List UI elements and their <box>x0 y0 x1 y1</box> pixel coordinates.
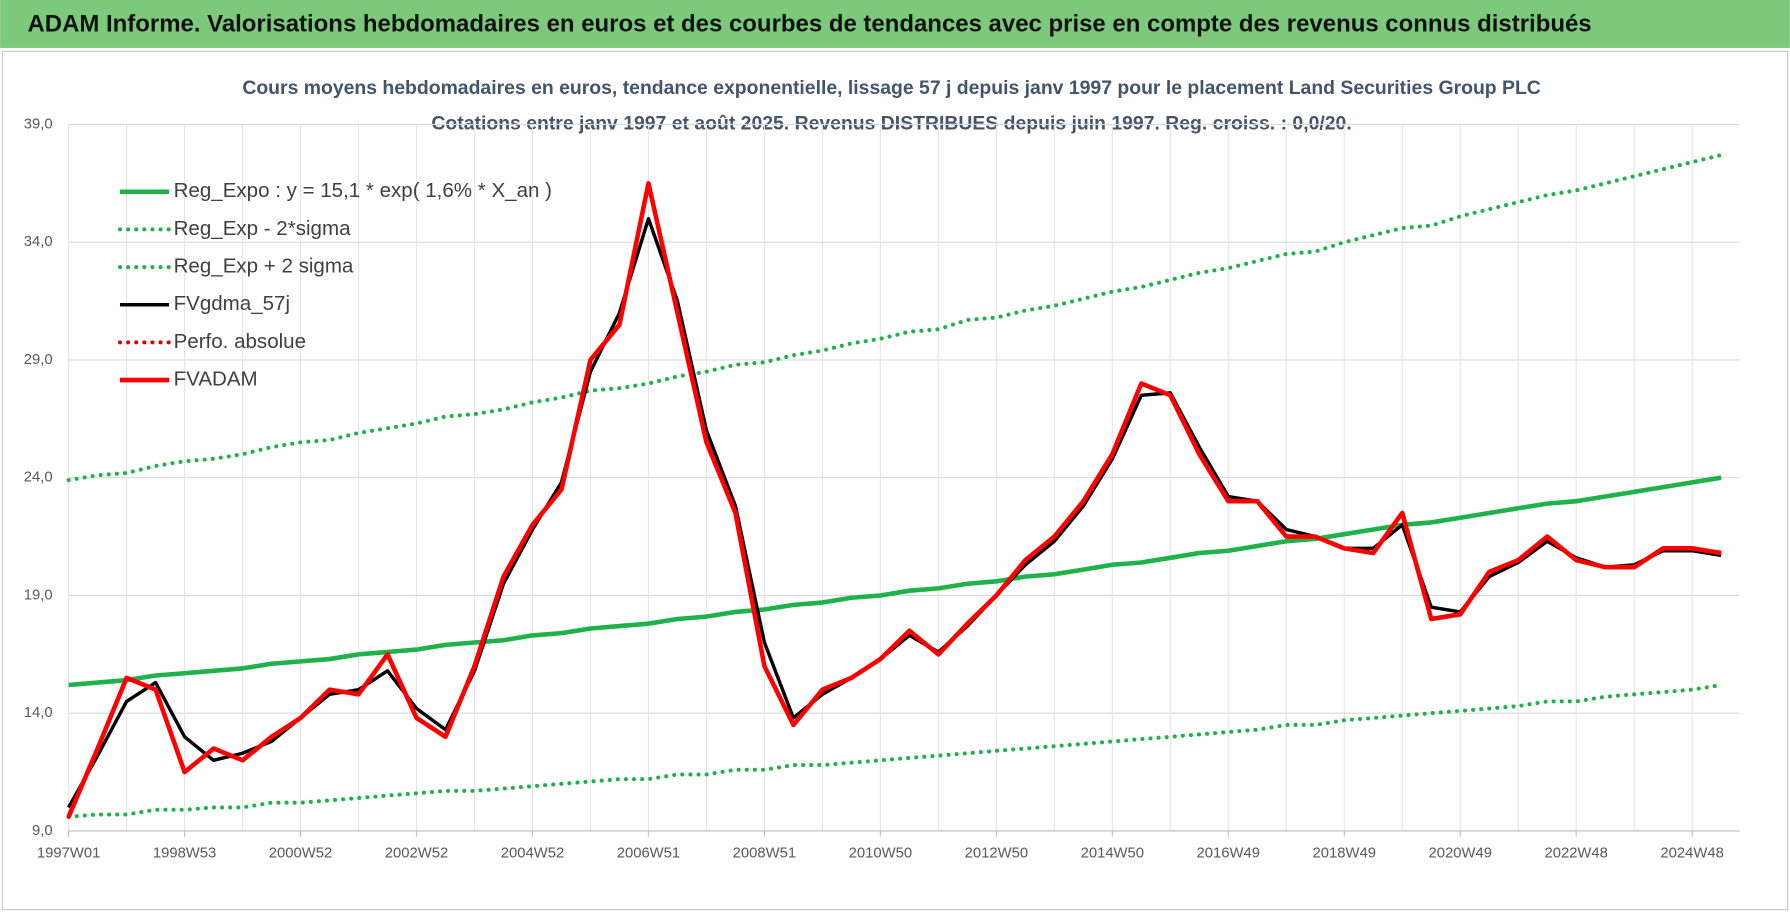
x-tick-label: 2020W49 <box>1428 846 1491 862</box>
legend-label: FVADAM <box>174 368 258 391</box>
x-tick-label: 1998W53 <box>153 846 216 862</box>
y-tick-label: 19,0 <box>24 587 53 603</box>
y-tick-label: 39,0 <box>24 116 53 132</box>
legend-label: Perfo. absolue <box>174 330 306 353</box>
x-tick-label: 2004W52 <box>501 846 564 862</box>
y-tick-label: 34,0 <box>24 234 53 250</box>
chart-subtitle: Cotations entre janv 1997 et août 2025. … <box>431 113 1351 135</box>
y-tick-label: 14,0 <box>24 705 53 721</box>
y-tick-label: 9,0 <box>32 823 53 839</box>
y-tick-label: 24,0 <box>24 470 53 486</box>
series-line <box>66 682 1724 819</box>
legend-label: Reg_Exp - 2*sigma <box>174 217 351 240</box>
x-tick-label: 2022W48 <box>1544 846 1607 862</box>
legend-label: Reg_Expo : y = 15,1 * exp( 1,6% * X_an ) <box>174 179 552 202</box>
series-line <box>66 181 1722 818</box>
legend-label: Reg_Exp + 2 sigma <box>174 255 354 278</box>
chart-title: Cours moyens hebdomadaires en euros, ten… <box>242 77 1540 99</box>
x-tick-label: 2008W51 <box>733 846 796 862</box>
y-tick-label: 29,0 <box>24 352 53 368</box>
x-tick-label: 1997W01 <box>37 846 100 862</box>
series-line <box>68 475 1722 688</box>
x-tick-label: 2016W49 <box>1197 846 1260 862</box>
x-tick-label: 2012W50 <box>965 846 1028 862</box>
x-tick-label: 2010W50 <box>849 846 912 862</box>
x-tick-label: 2014W50 <box>1081 846 1144 862</box>
chart-frame <box>1 50 1789 911</box>
x-tick-label: 2002W52 <box>385 846 448 862</box>
x-tick-label: 2024W48 <box>1660 846 1723 862</box>
header-banner <box>0 0 1790 48</box>
legend-label: FVgdma_57j <box>174 292 290 315</box>
header-title: ADAM Informe. Valorisations hebdomadaire… <box>28 10 1592 37</box>
x-tick-label: 2000W52 <box>269 846 332 862</box>
x-tick-label: 2006W51 <box>617 846 680 862</box>
x-tick-label: 2018W49 <box>1313 846 1376 862</box>
